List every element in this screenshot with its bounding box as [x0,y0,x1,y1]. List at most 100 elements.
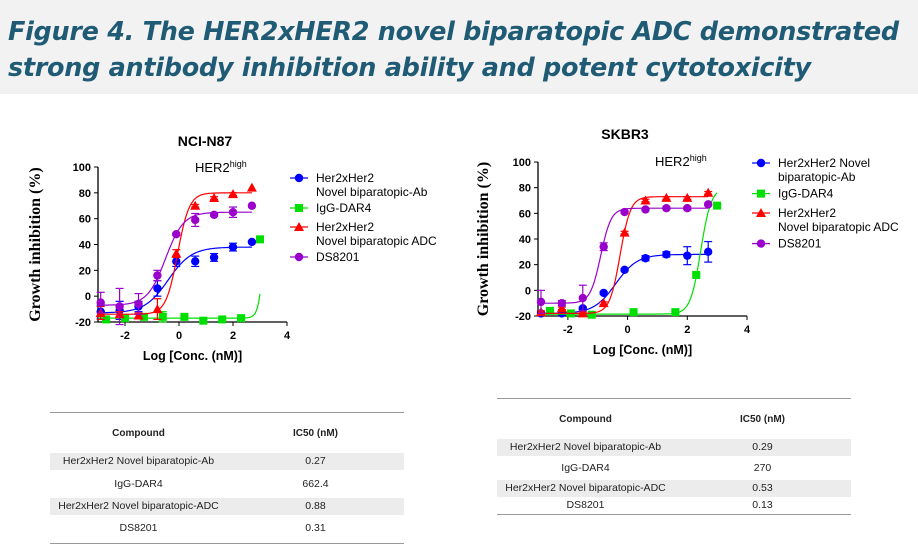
data-point [209,193,220,202]
col-header: IC50 (nM) [740,413,785,425]
legend-label: biparatopic-Ab [778,170,856,184]
col-header: Compound [559,413,612,425]
cell: Her2xHer2 Novel biparatopic-Ab [497,439,674,456]
x-tick-label: 4 [284,330,291,342]
data-point [96,298,105,307]
x-tick-label: 2 [684,324,690,336]
chart-title: SKBR3 [601,126,649,142]
y-axis-label: Growth inhibition (%) [475,162,492,316]
data-point [209,253,219,262]
data-point [756,207,766,217]
series-2 [535,187,714,318]
data-point [133,310,144,320]
col-header: IC50 (nM) [293,427,338,439]
data-point [158,312,167,321]
legend-label: IgG-DAR4 [316,201,372,215]
data-point [209,210,219,219]
cell: 0.31 [305,522,326,535]
data-point [599,288,608,298]
data-point [153,284,162,293]
data-point [703,187,714,197]
y-tick-label: 100 [73,162,91,174]
col-header: Compound [112,427,165,439]
y-tick-label: 100 [513,157,531,169]
table-row: IgG-DAR4 662.4 [50,470,404,498]
data-point [172,229,181,239]
data-point [713,201,722,210]
chart-title: NCI-N87 [178,133,233,149]
data-point [640,195,651,205]
data-point [587,310,596,319]
cell: DS8201 [119,522,158,535]
data-point [756,158,766,168]
x-tick-label: 4 [744,324,751,336]
fit-curve [98,192,252,315]
data-point [134,299,143,309]
data-point [218,315,227,324]
data-point [692,270,701,279]
x-axis-label: Log [Conc. (nM)] [143,349,242,363]
data-point [682,192,693,202]
data-point [703,247,713,257]
data-point [228,242,238,252]
chart-annotation: HER2high [655,153,707,169]
table-row: IgG-DAR4 270 [497,456,851,480]
y-tick-label: 20 [79,265,91,277]
data-point [662,204,671,213]
legend-label: Her2xHer2 [316,171,374,185]
x-tick-label: -2 [563,324,573,336]
data-point [683,204,692,213]
data-point [683,251,692,260]
x-tick-label: 0 [176,330,182,342]
cell: 0.29 [674,439,851,456]
cell: Her2xHer2 Novel biparatopic-ADC [50,498,227,515]
series-3 [536,200,713,315]
y-tick-label: 80 [79,188,91,200]
y-tick-label: 0 [525,285,531,297]
data-point [598,298,609,308]
fit-curve [538,196,709,314]
data-point [295,204,303,212]
cell: 270 [753,461,772,474]
legend-item: DS8201 [752,237,822,251]
cell: 0.27 [227,453,404,470]
data-point [247,237,257,247]
cell: IgG-DAR4 [561,461,610,474]
data-point [115,302,124,311]
legend-label: Her2xHer2 [778,206,836,220]
table-row: DS8201 0.31 [50,515,404,543]
figure-title: Figure 4. The HER2xHER2 novel biparatopi… [8,17,899,83]
y-axis-label: Growth inhibition (%) [27,167,44,321]
data-point [237,314,246,323]
data-point [557,298,567,308]
y-tick-label: -20 [75,317,91,329]
legend-label: Her2xHer2 [316,220,374,234]
data-point [757,189,765,198]
cell: 0.53 [674,480,851,497]
data-point [620,207,629,217]
y-tick-label: 40 [519,234,531,246]
data-point [662,250,671,259]
data-point [756,239,766,248]
y-tick-label: 0 [85,291,91,303]
annotation-superscript: high [230,159,247,169]
fit-curve [538,207,709,304]
data-point [191,215,200,225]
series-3 [96,201,257,326]
y-tick-label: 60 [519,208,531,220]
table-row: Her2xHer2 Novel biparatopic-Ab 0.27 [50,453,404,470]
data-point [661,192,672,202]
cell: 0.13 [752,499,773,511]
data-point [247,201,257,210]
data-point [545,306,554,315]
x-tick-label: -2 [120,330,130,342]
data-point [577,308,588,318]
data-point [556,303,567,313]
data-point [641,205,650,214]
data-point [599,242,608,251]
